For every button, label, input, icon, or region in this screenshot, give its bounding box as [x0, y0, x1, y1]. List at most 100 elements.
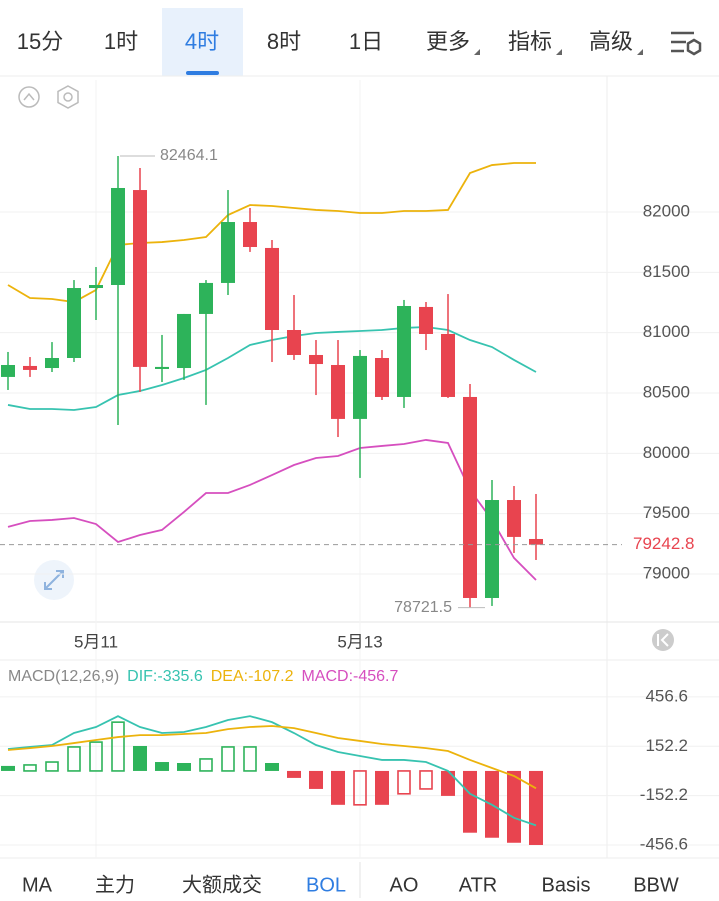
macd-bar: [287, 770, 301, 778]
last-price-label: 79242.8: [633, 534, 694, 553]
macd-line: [7, 715, 537, 827]
settings-icon[interactable]: [671, 31, 702, 56]
legend-entry: MACD:-456.7: [301, 668, 398, 685]
macd-bar: [45, 761, 59, 772]
x-tick-label: 5月13: [337, 632, 382, 651]
candle-body: [265, 247, 279, 331]
top-tab[interactable]: 15分: [17, 29, 63, 54]
candle-body: [243, 222, 257, 247]
y-tick-label: 152.2: [645, 736, 688, 755]
candle-body: [111, 187, 125, 285]
macd-bar: [419, 770, 433, 790]
y-tick-label: -456.6: [640, 834, 688, 853]
top-tab[interactable]: 高级: [589, 29, 633, 54]
candle-body: [177, 313, 191, 369]
candle-body: [419, 306, 433, 334]
top-tab[interactable]: 1时: [104, 29, 138, 54]
top-tab[interactable]: 1日: [349, 29, 383, 54]
candle-body: [23, 365, 37, 370]
macd-bar: [441, 770, 455, 796]
candle-body: [507, 500, 521, 537]
min-label: 78721.5: [394, 599, 452, 616]
y-tick-label: 79000: [643, 563, 690, 582]
macd-bar: [265, 763, 279, 771]
bottom-tab[interactable]: ATR: [459, 874, 498, 896]
macd-bar: [353, 770, 367, 806]
macd-line: [7, 725, 537, 790]
macd-bar: [397, 770, 411, 795]
top-tab[interactable]: 4时: [185, 29, 219, 54]
macd-bar: [375, 770, 389, 805]
top-tab[interactable]: 8时: [267, 29, 301, 54]
last-price-box: [622, 530, 719, 559]
candle-body: [331, 364, 345, 419]
dropdown-arrow: [474, 49, 480, 55]
candle-body: [287, 330, 301, 355]
candle-body: [353, 355, 367, 419]
macd-bar: [221, 746, 235, 772]
candle-body: [199, 282, 213, 314]
bottom-tab[interactable]: BOL: [306, 874, 346, 896]
bottom-tab[interactable]: MA: [22, 874, 53, 896]
macd-bar: [529, 770, 543, 845]
candle-body: [67, 288, 81, 358]
y-tick-label: 80000: [643, 443, 690, 462]
gear-icon[interactable]: [57, 85, 79, 109]
y-tick-label: 81500: [643, 262, 690, 281]
macd-bar: [199, 758, 213, 772]
bottom-tab[interactable]: Basis: [542, 874, 591, 896]
bottom-tab[interactable]: 大额成交: [182, 873, 262, 896]
candle-body: [133, 190, 147, 367]
candle-body: [1, 364, 15, 377]
y-tick-label: 82000: [643, 201, 690, 220]
candle-body: [375, 357, 389, 397]
y-tick-label: 80500: [643, 382, 690, 401]
y-tick-label: 81000: [643, 322, 690, 341]
candle-body: [155, 366, 169, 369]
candle-body: [221, 222, 235, 283]
max-label: 82464.1: [160, 147, 218, 164]
legend-entry: MACD(12,26,9): [8, 668, 119, 685]
macd-bar: [331, 770, 345, 805]
macd-bar: [507, 770, 521, 843]
macd-bar: [309, 770, 323, 789]
macd-bar: [1, 765, 15, 771]
bottom-tab[interactable]: AO: [390, 874, 419, 896]
macd-bar: [111, 721, 125, 772]
macd-bar: [155, 762, 169, 771]
y-tick-label: 456.6: [645, 686, 688, 705]
bottom-tab[interactable]: BBW: [633, 874, 679, 896]
macd-bar: [177, 763, 191, 771]
top-tab[interactable]: 指标: [508, 29, 552, 54]
y-tick-label: 79500: [643, 503, 690, 522]
bollinger-line: [7, 439, 537, 581]
candle-body: [463, 396, 477, 598]
candle-body: [441, 333, 455, 397]
selected-tab-underline: [186, 71, 219, 75]
macd-bar: [67, 746, 81, 772]
x-tick-label: 5月11: [74, 632, 118, 651]
candle-body: [529, 538, 543, 545]
expand-icon[interactable]: [34, 560, 74, 600]
macd-bar: [133, 745, 147, 771]
macd-bar: [23, 764, 37, 772]
candle-body: [397, 305, 411, 397]
bottom-tab[interactable]: 主力: [95, 873, 135, 896]
collapse-icon[interactable]: [18, 86, 40, 108]
candle-body: [89, 284, 103, 289]
dropdown-arrow: [637, 49, 643, 55]
candle-body: [45, 357, 59, 369]
macd-bar: [243, 746, 257, 772]
candle-body: [485, 500, 499, 598]
candle-body: [309, 354, 323, 365]
dropdown-arrow: [556, 49, 562, 55]
macd-bar: [89, 741, 103, 772]
legend-entry: DIF:-335.6: [127, 668, 203, 685]
legend-entry: DEA:-107.2: [211, 668, 294, 685]
reset-icon[interactable]: [652, 629, 674, 651]
selected-tab-bg: [162, 8, 243, 76]
y-tick-label: -152.2: [640, 785, 688, 804]
top-tab[interactable]: 更多: [426, 29, 470, 54]
